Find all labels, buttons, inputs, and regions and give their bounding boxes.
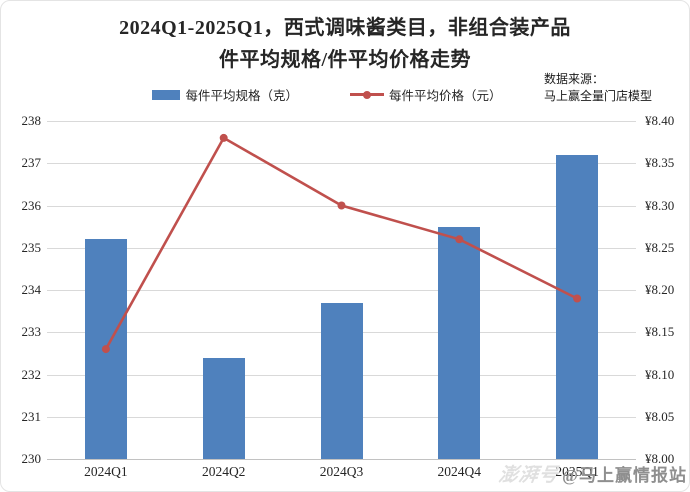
right-axis-tick-label: ¥8.40 bbox=[645, 113, 675, 128]
data-source-value: 马上赢全量门店模型 bbox=[544, 89, 653, 103]
left-axis-tick-label: 238 bbox=[21, 113, 42, 128]
data-source-note: 数据来源： 马上赢全量门店模型 bbox=[544, 71, 652, 105]
right-axis-tick-label: ¥8.30 bbox=[645, 197, 675, 213]
watermark-platform-logo: 澎湃号 bbox=[497, 465, 561, 486]
watermark-account: @马上赢情报站 bbox=[562, 466, 687, 485]
left-axis-tick-label: 230 bbox=[21, 451, 42, 466]
price-point-2024Q4 bbox=[455, 235, 464, 244]
legend-line-swatch-icon bbox=[350, 90, 384, 99]
left-axis-tick-label: 236 bbox=[21, 197, 42, 213]
gridline bbox=[47, 121, 636, 122]
price-line bbox=[104, 136, 578, 350]
chart-title-line1: 2024Q1-2025Q1，西式调味酱类目，非组合装产品 bbox=[119, 17, 571, 39]
x-axis-category-label: 2025Q1 bbox=[555, 464, 599, 479]
left-axis: 238 237 236 235 234 233 232 231 230 bbox=[1, 113, 42, 466]
x-axis-category-label: 2024Q1 bbox=[84, 464, 128, 479]
bar-2025Q1 bbox=[556, 154, 599, 459]
bar-2024Q3 bbox=[320, 302, 363, 459]
gridline bbox=[47, 247, 636, 249]
right-axis-tick-label: ¥8.00 bbox=[645, 451, 675, 466]
left-axis-tick-label: 235 bbox=[21, 239, 42, 255]
price-point-2024Q3 bbox=[337, 201, 346, 210]
chart-title-line2: 件平均规格/件平均价格走势 bbox=[218, 49, 472, 71]
left-axis-tick-label: 232 bbox=[21, 366, 42, 382]
x-axis-category-label: 2024Q3 bbox=[319, 464, 364, 479]
x-axis-category-label: 2024Q4 bbox=[437, 464, 482, 479]
x-axis-category-label: 2024Q2 bbox=[201, 464, 246, 479]
x-axis: 2024Q1 2024Q2 2024Q3 2024Q4 2025Q1 bbox=[47, 463, 636, 483]
gridline bbox=[47, 163, 636, 165]
bar-2024Q2 bbox=[202, 357, 245, 459]
plot-area bbox=[47, 121, 636, 460]
x-axis-line bbox=[47, 459, 636, 460]
left-axis-tick-label: 231 bbox=[21, 408, 42, 424]
price-point-2024Q2 bbox=[219, 133, 228, 142]
legend-bar-label: 每件平均规格（克） bbox=[185, 89, 298, 103]
watermark: 澎湃号 @马上赢情报站 bbox=[497, 460, 687, 487]
right-axis-tick-label: ¥8.20 bbox=[645, 282, 675, 297]
price-point-2024Q1 bbox=[101, 345, 110, 354]
legend-bar-swatch-icon bbox=[152, 89, 181, 100]
legend: 每件平均规格（克） 每件平均价格（元） bbox=[1, 85, 653, 104]
left-axis-tick-label: 237 bbox=[21, 155, 42, 171]
legend-item-price: 每件平均价格（元） bbox=[350, 85, 502, 104]
legend-line-label: 每件平均价格（元） bbox=[389, 89, 502, 103]
right-axis-tick-label: ¥8.25 bbox=[645, 239, 675, 255]
data-source-label: 数据来源： bbox=[544, 72, 605, 86]
right-axis-tick-label: ¥8.05 bbox=[645, 408, 675, 424]
right-axis-tick-label: ¥8.35 bbox=[645, 155, 675, 171]
gridline bbox=[47, 290, 636, 291]
left-axis-tick-label: 234 bbox=[21, 282, 42, 297]
right-axis-tick-label: ¥8.10 bbox=[645, 366, 675, 382]
right-axis: ¥8.40 ¥8.35 ¥8.30 ¥8.25 ¥8.20 ¥8.15 ¥8.10 ¥8.05… bbox=[645, 113, 689, 466]
price-line-series bbox=[101, 133, 582, 354]
legend-item-spec: 每件平均规格（克） bbox=[152, 85, 298, 104]
left-axis-tick-label: 233 bbox=[21, 324, 42, 340]
chart-title: 2024Q1-2025Q1，西式调味酱类目，非组合装产品 件平均规格/件平均价格… bbox=[1, 12, 689, 76]
right-axis-tick-label: ¥8.15 bbox=[645, 324, 675, 340]
bar-2024Q4 bbox=[438, 226, 481, 459]
price-point-2025Q1 bbox=[573, 294, 582, 303]
legend-line-marker-icon bbox=[363, 90, 371, 99]
